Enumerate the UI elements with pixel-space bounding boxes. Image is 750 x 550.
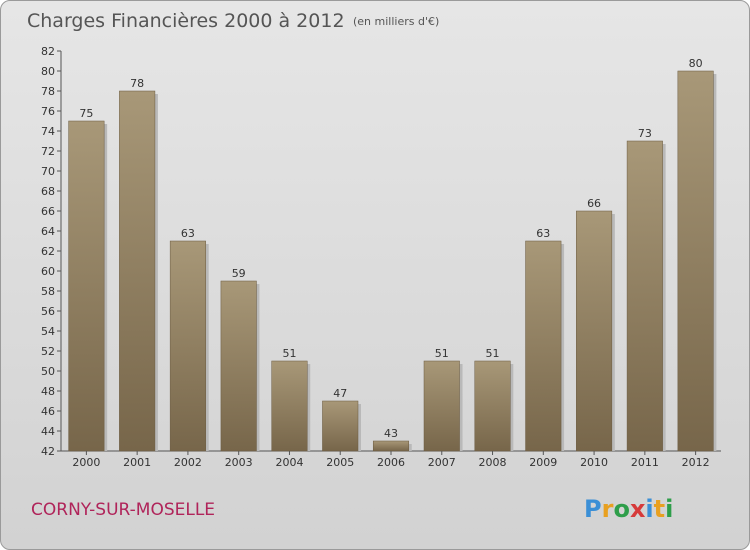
- y-tick-label: 58: [41, 285, 55, 298]
- data-label: 51: [486, 347, 500, 360]
- y-tick-label: 78: [41, 85, 55, 98]
- bar: [474, 360, 511, 452]
- logo-letter: t: [654, 495, 665, 523]
- y-tick-label: 60: [41, 265, 55, 278]
- y-tick-label: 68: [41, 185, 55, 198]
- data-label: 63: [181, 227, 195, 240]
- y-tick-label: 46: [41, 405, 55, 418]
- y-tick-label: 72: [41, 145, 55, 158]
- bar: [119, 90, 156, 452]
- data-label: 43: [384, 427, 398, 440]
- logo-letter: i: [665, 495, 673, 523]
- x-tick-label: 2008: [479, 456, 507, 469]
- x-tick-label: 2007: [428, 456, 456, 469]
- y-tick-label: 82: [41, 45, 55, 58]
- logo-letter: x: [630, 495, 646, 523]
- y-tick-label: 54: [41, 325, 55, 338]
- data-label: 75: [79, 107, 93, 120]
- y-tick-label: 48: [41, 385, 55, 398]
- commune-name: CORNY-SUR-MOSELLE: [31, 500, 215, 520]
- y-tick-label: 42: [41, 445, 55, 458]
- y-tick-label: 50: [41, 365, 55, 378]
- bar: [576, 210, 613, 452]
- x-tick-label: 2006: [377, 456, 405, 469]
- data-label: 51: [435, 347, 449, 360]
- y-tick-label: 52: [41, 345, 55, 358]
- bar: [677, 70, 714, 452]
- data-label: 47: [333, 387, 347, 400]
- x-tick-label: 2010: [580, 456, 608, 469]
- x-tick-label: 2004: [275, 456, 303, 469]
- bar: [220, 280, 257, 452]
- y-tick-label: 76: [41, 105, 55, 118]
- x-tick-label: 2001: [123, 456, 151, 469]
- y-tick-label: 66: [41, 205, 55, 218]
- data-label: 51: [282, 347, 296, 360]
- bar: [525, 240, 562, 452]
- data-label: 63: [536, 227, 550, 240]
- bar: [271, 360, 308, 452]
- y-tick-label: 62: [41, 245, 55, 258]
- data-label: 78: [130, 77, 144, 90]
- data-label: 80: [689, 57, 703, 70]
- y-tick-label: 64: [41, 225, 55, 238]
- x-tick-label: 2002: [174, 456, 202, 469]
- data-label: 66: [587, 197, 601, 210]
- chart-title: Charges Financières 2000 à 2012: [27, 10, 345, 32]
- logo-letter: i: [645, 495, 653, 523]
- plot-area: 42 44 46 48 50 52 54 56 58 60 62 64 66 68 70 72 74 76 78 80…: [41, 45, 721, 469]
- bar: [169, 240, 206, 452]
- x-tick-label: 2005: [326, 456, 354, 469]
- bar: [626, 140, 663, 452]
- y-tick-label: 74: [41, 125, 55, 138]
- x-tick-label: 2003: [225, 456, 253, 469]
- logo-letter: P: [584, 495, 602, 523]
- logo-letter: o: [613, 495, 630, 523]
- y-tick-label: 80: [41, 65, 55, 78]
- data-label: 73: [638, 127, 652, 140]
- proxiti-logo: Proxiti: [584, 495, 673, 523]
- x-tick-label: 2009: [529, 456, 557, 469]
- chart-unit: (en milliers d'€): [353, 15, 439, 28]
- bar: [423, 360, 460, 452]
- x-tick-label: 2012: [682, 456, 710, 469]
- x-tick-label: 2000: [72, 456, 100, 469]
- y-tick-label: 70: [41, 165, 55, 178]
- bar: [68, 120, 105, 452]
- logo-letter: r: [602, 495, 614, 523]
- x-tick-label: 2011: [631, 456, 659, 469]
- bar: [322, 400, 359, 452]
- y-tick-label: 56: [41, 305, 55, 318]
- bar: [372, 440, 410, 452]
- y-tick-label: 44: [41, 425, 55, 438]
- data-label: 59: [232, 267, 246, 280]
